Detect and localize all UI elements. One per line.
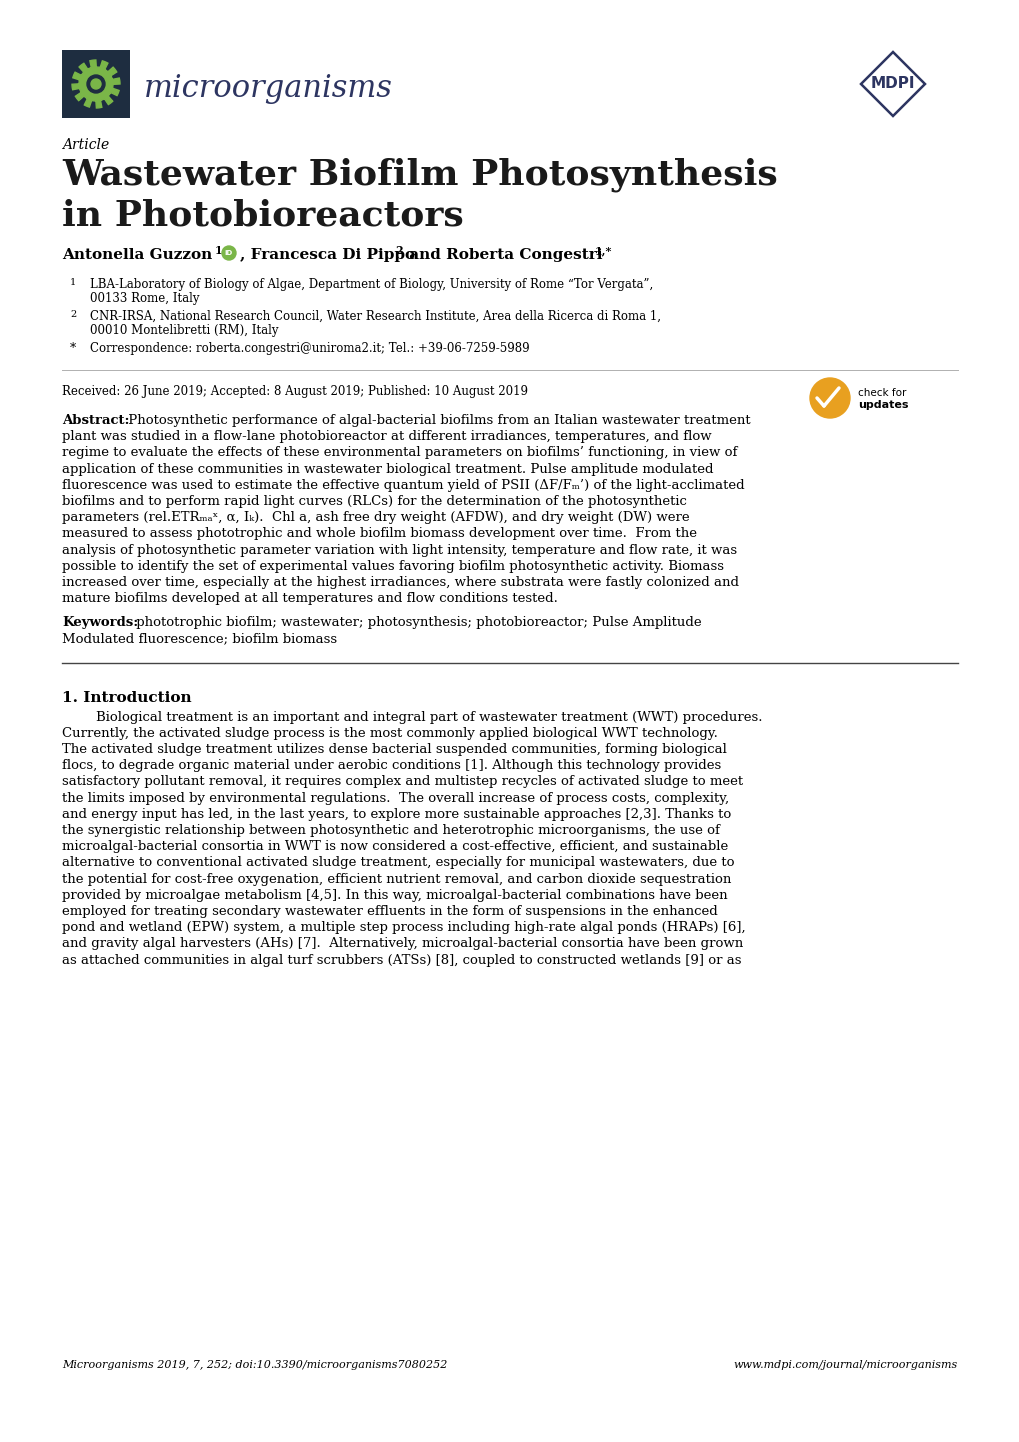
Text: 00133 Rome, Italy: 00133 Rome, Italy (90, 291, 200, 306)
Text: pond and wetland (EPW) system, a multiple step process including high-rate algal: pond and wetland (EPW) system, a multipl… (62, 921, 745, 934)
Text: check for: check for (857, 388, 906, 398)
Text: and Roberta Congestri: and Roberta Congestri (404, 248, 602, 262)
Text: fluorescence was used to estimate the effective quantum yield of PSII (ΔF/Fₘ’) o: fluorescence was used to estimate the ef… (62, 479, 744, 492)
Text: flocs, to degrade organic material under aerobic conditions [1]. Although this t: flocs, to degrade organic material under… (62, 758, 720, 773)
Circle shape (91, 79, 101, 89)
Text: microalgal-bacterial consortia in WWT is now considered a cost-effective, effici: microalgal-bacterial consortia in WWT is… (62, 841, 728, 854)
Text: Received: 26 June 2019; Accepted: 8 August 2019; Published: 10 August 2019: Received: 26 June 2019; Accepted: 8 Augu… (62, 385, 528, 398)
Text: employed for treating secondary wastewater effluents in the form of suspensions : employed for treating secondary wastewat… (62, 906, 717, 919)
FancyBboxPatch shape (62, 50, 129, 118)
Text: www.mdpi.com/journal/microorganisms: www.mdpi.com/journal/microorganisms (733, 1360, 957, 1370)
Text: LBA-Laboratory of Biology of Algae, Department of Biology, University of Rome “T: LBA-Laboratory of Biology of Algae, Depa… (90, 278, 652, 291)
Text: parameters (rel.ETRₘₐˣ, α, Iₖ).  Chl a, ash free dry weight (AFDW), and dry weig: parameters (rel.ETRₘₐˣ, α, Iₖ). Chl a, a… (62, 512, 689, 525)
Text: in Photobioreactors: in Photobioreactors (62, 198, 464, 232)
Text: iD: iD (224, 249, 233, 257)
Text: mature biofilms developed at all temperatures and flow conditions tested.: mature biofilms developed at all tempera… (62, 593, 557, 606)
Text: Correspondence: roberta.congestri@uniroma2.it; Tel.: +39-06-7259-5989: Correspondence: roberta.congestri@unirom… (90, 342, 529, 355)
Text: Microorganisms 2019, 7, 252; doi:10.3390/microorganisms7080252: Microorganisms 2019, 7, 252; doi:10.3390… (62, 1360, 447, 1370)
Text: Wastewater Biofilm Photosynthesis: Wastewater Biofilm Photosynthesis (62, 159, 777, 192)
Text: microorganisms: microorganisms (144, 72, 392, 104)
Text: provided by microalgae metabolism [4,5]. In this way, microalgal-bacterial combi: provided by microalgae metabolism [4,5].… (62, 888, 727, 901)
Polygon shape (72, 61, 120, 108)
Text: Antonella Guzzon: Antonella Guzzon (62, 248, 212, 262)
Text: biofilms and to perform rapid light curves (RLCs) for the determination of the p: biofilms and to perform rapid light curv… (62, 495, 686, 508)
Text: alternative to conventional activated sludge treatment, especially for municipal: alternative to conventional activated sl… (62, 857, 734, 870)
Text: *: * (70, 342, 76, 355)
Text: 1: 1 (70, 278, 76, 287)
Text: , Francesca Di Pippo: , Francesca Di Pippo (239, 248, 415, 262)
Text: Article: Article (62, 138, 109, 151)
Text: 2: 2 (394, 245, 403, 257)
Text: as attached communities in algal turf scrubbers (ATSs) [8], coupled to construct: as attached communities in algal turf sc… (62, 953, 741, 966)
Text: the potential for cost-free oxygenation, efficient nutrient removal, and carbon : the potential for cost-free oxygenation,… (62, 872, 731, 885)
Text: The activated sludge treatment utilizes dense bacterial suspended communities, f: The activated sludge treatment utilizes … (62, 743, 727, 756)
Text: phototrophic biofilm; wastewater; photosynthesis; photobioreactor; Pulse Amplitu: phototrophic biofilm; wastewater; photos… (131, 616, 701, 629)
Text: updates: updates (857, 399, 908, 410)
Text: Currently, the activated sludge process is the most commonly applied biological : Currently, the activated sludge process … (62, 727, 717, 740)
Text: Biological treatment is an important and integral part of wastewater treatment (: Biological treatment is an important and… (62, 711, 762, 724)
Text: application of these communities in wastewater biological treatment. Pulse ampli: application of these communities in wast… (62, 463, 713, 476)
Text: CNR-IRSA, National Research Council, Water Research Institute, Area della Ricerc: CNR-IRSA, National Research Council, Wat… (90, 310, 660, 323)
Text: Modulated fluorescence; biofilm biomass: Modulated fluorescence; biofilm biomass (62, 633, 337, 646)
Text: analysis of photosynthetic parameter variation with light intensity, temperature: analysis of photosynthetic parameter var… (62, 544, 737, 557)
Text: plant was studied in a flow-lane photobioreactor at different irradiances, tempe: plant was studied in a flow-lane photobi… (62, 430, 711, 443)
Text: 1: 1 (215, 245, 222, 257)
Text: 00010 Montelibretti (RM), Italy: 00010 Montelibretti (RM), Italy (90, 324, 278, 337)
Text: possible to identify the set of experimental values favoring biofilm photosynthe: possible to identify the set of experime… (62, 559, 723, 572)
Polygon shape (860, 52, 924, 115)
Text: 2: 2 (70, 310, 76, 319)
Text: and energy input has led, in the last years, to explore more sustainable approac: and energy input has led, in the last ye… (62, 808, 731, 820)
Circle shape (809, 378, 849, 418)
Text: MDPI: MDPI (870, 76, 914, 91)
Text: increased over time, especially at the highest irradiances, where substrata were: increased over time, especially at the h… (62, 575, 739, 588)
Text: and gravity algal harvesters (AHs) [7].  Alternatively, microalgal-bacterial con: and gravity algal harvesters (AHs) [7]. … (62, 937, 743, 950)
Text: 1. Introduction: 1. Introduction (62, 691, 192, 705)
Text: Keywords:: Keywords: (62, 616, 139, 629)
Text: Abstract:: Abstract: (62, 414, 129, 427)
Circle shape (222, 247, 235, 260)
Circle shape (87, 75, 105, 92)
Text: satisfactory pollutant removal, it requires complex and multistep recycles of ac: satisfactory pollutant removal, it requi… (62, 776, 743, 789)
Text: the limits imposed by environmental regulations.  The overall increase of proces: the limits imposed by environmental regu… (62, 792, 729, 805)
Text: regime to evaluate the effects of these environmental parameters on biofilms’ fu: regime to evaluate the effects of these … (62, 447, 737, 460)
Text: the synergistic relationship between photosynthetic and heterotrophic microorgan: the synergistic relationship between pho… (62, 823, 719, 836)
Text: measured to assess phototrophic and whole biofilm biomass development over time.: measured to assess phototrophic and whol… (62, 528, 696, 541)
Text: 1,*: 1,* (594, 245, 611, 257)
Text: Photosynthetic performance of algal-bacterial biofilms from an Italian wastewate: Photosynthetic performance of algal-bact… (124, 414, 750, 427)
